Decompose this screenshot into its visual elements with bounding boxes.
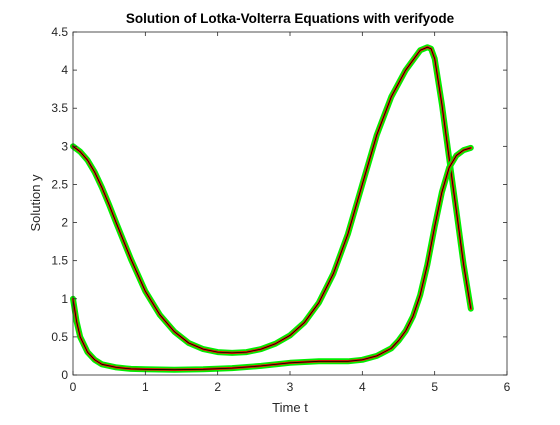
- y-tick-label: 2.5: [51, 177, 68, 191]
- series-1: [70, 44, 474, 356]
- x-axis-label: Time t: [272, 400, 308, 415]
- x-tick-label: 2: [214, 380, 221, 394]
- y-tick-label: 1: [61, 292, 68, 306]
- plot-background: [73, 32, 507, 375]
- y-axis-ticks: 0 0.5 1 1.5 2 2.5 3 3.5 4 4.5: [51, 25, 507, 382]
- x-axis-ticks: 0 1 2 3 4 5 6: [70, 32, 511, 394]
- y-tick-label: 3.5: [51, 101, 68, 115]
- y-axis-label: Solution y: [28, 174, 43, 232]
- y-tick-label: 0.5: [51, 330, 68, 344]
- y-tick-label: 1.5: [51, 254, 68, 268]
- x-tick-label: 0: [70, 380, 77, 394]
- series-2: [70, 144, 474, 373]
- series-bands: [70, 44, 474, 373]
- series-1-line: [72, 46, 472, 354]
- x-tick-label: 5: [431, 380, 438, 394]
- x-tick-label: 4: [359, 380, 366, 394]
- x-tick-label: 1: [142, 380, 149, 394]
- y-tick-label: 2: [61, 216, 68, 230]
- x-tick-label: 6: [504, 380, 511, 394]
- y-tick-label: 0: [61, 368, 68, 382]
- y-tick-label: 4.5: [51, 25, 68, 39]
- chart-title: Solution of Lotka-Volterra Equations wit…: [126, 11, 455, 26]
- series-2-line: [72, 147, 471, 371]
- y-tick-label: 4: [61, 63, 68, 77]
- y-tick-label: 3: [61, 139, 68, 153]
- x-tick-label: 3: [287, 380, 294, 394]
